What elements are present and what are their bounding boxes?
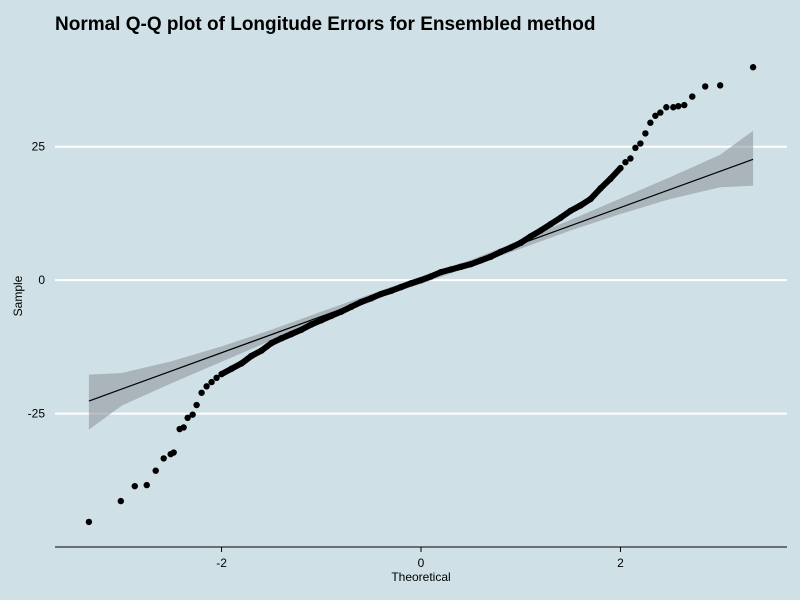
y-tick-label: 0	[38, 273, 45, 287]
data-point	[537, 227, 544, 234]
data-point	[557, 214, 564, 221]
data-point	[268, 339, 275, 347]
data-point	[477, 257, 485, 264]
data-point	[467, 260, 475, 268]
data-point	[647, 119, 654, 126]
data-point	[447, 266, 455, 273]
chart-title: Normal Q-Q plot of Longitude Errors for …	[55, 14, 595, 35]
data-point	[387, 287, 395, 295]
data-point	[457, 263, 465, 271]
data-point	[637, 140, 644, 147]
data-point	[681, 101, 688, 109]
data-point	[547, 220, 554, 228]
data-point	[203, 383, 210, 390]
data-point	[278, 335, 285, 342]
data-point	[258, 347, 265, 354]
data-point	[642, 130, 649, 137]
data-point	[702, 83, 709, 90]
dense-points-band	[218, 165, 624, 378]
data-point	[507, 244, 514, 251]
data-point	[607, 175, 614, 182]
data-point	[208, 378, 215, 386]
data-point	[407, 280, 415, 287]
data-point	[377, 290, 385, 298]
data-point	[298, 326, 305, 333]
data-point	[180, 424, 187, 431]
data-point	[143, 481, 150, 489]
y-tick-label: 25	[32, 140, 46, 154]
data-point	[657, 109, 664, 116]
data-point	[487, 253, 495, 260]
data-point	[85, 518, 93, 526]
data-point	[663, 104, 670, 111]
data-point	[170, 449, 177, 456]
data-point	[189, 411, 196, 418]
data-point	[367, 295, 375, 302]
x-tick-label: 2	[617, 556, 624, 570]
data-point	[567, 207, 574, 214]
data-point	[497, 248, 504, 256]
data-point	[117, 497, 125, 505]
x-tick-label: -2	[216, 556, 227, 570]
data-point	[397, 283, 405, 291]
y-axis-label: Sample	[11, 275, 25, 316]
data-point	[632, 144, 639, 152]
data-point	[131, 482, 138, 490]
data-point	[587, 195, 594, 203]
data-point	[213, 374, 220, 382]
data-point	[577, 202, 584, 209]
data-point	[427, 273, 435, 280]
data-point	[749, 64, 757, 71]
points-layer	[85, 64, 757, 526]
data-point	[328, 312, 335, 320]
data-point	[437, 268, 445, 276]
data-point	[238, 360, 245, 367]
data-point	[184, 414, 191, 422]
data-point	[338, 308, 345, 315]
data-point	[347, 303, 355, 311]
y-tick-label: -25	[28, 407, 46, 421]
x-axis-label: Theoretical	[391, 570, 450, 584]
data-point	[198, 389, 205, 396]
data-point	[627, 155, 634, 162]
data-point	[622, 159, 629, 166]
data-point	[357, 298, 365, 306]
data-point	[527, 233, 534, 240]
data-point	[318, 316, 325, 324]
data-point	[675, 102, 682, 110]
data-point	[160, 455, 167, 462]
data-point	[597, 185, 604, 192]
x-axis: -2 0 2	[55, 546, 787, 570]
x-tick-label: 0	[418, 556, 425, 570]
data-point	[248, 352, 255, 360]
data-point	[288, 330, 295, 338]
data-point	[716, 82, 724, 89]
data-point	[152, 467, 159, 474]
data-point	[218, 370, 225, 378]
data-point	[308, 321, 315, 328]
data-point	[193, 401, 200, 409]
data-point	[689, 93, 696, 100]
data-point	[652, 112, 659, 119]
data-point	[617, 164, 624, 172]
data-point	[517, 239, 524, 246]
data-point	[670, 104, 677, 111]
data-point	[228, 365, 235, 372]
data-point	[417, 276, 425, 284]
y-axis-ticks: -25 0 25	[28, 140, 46, 421]
